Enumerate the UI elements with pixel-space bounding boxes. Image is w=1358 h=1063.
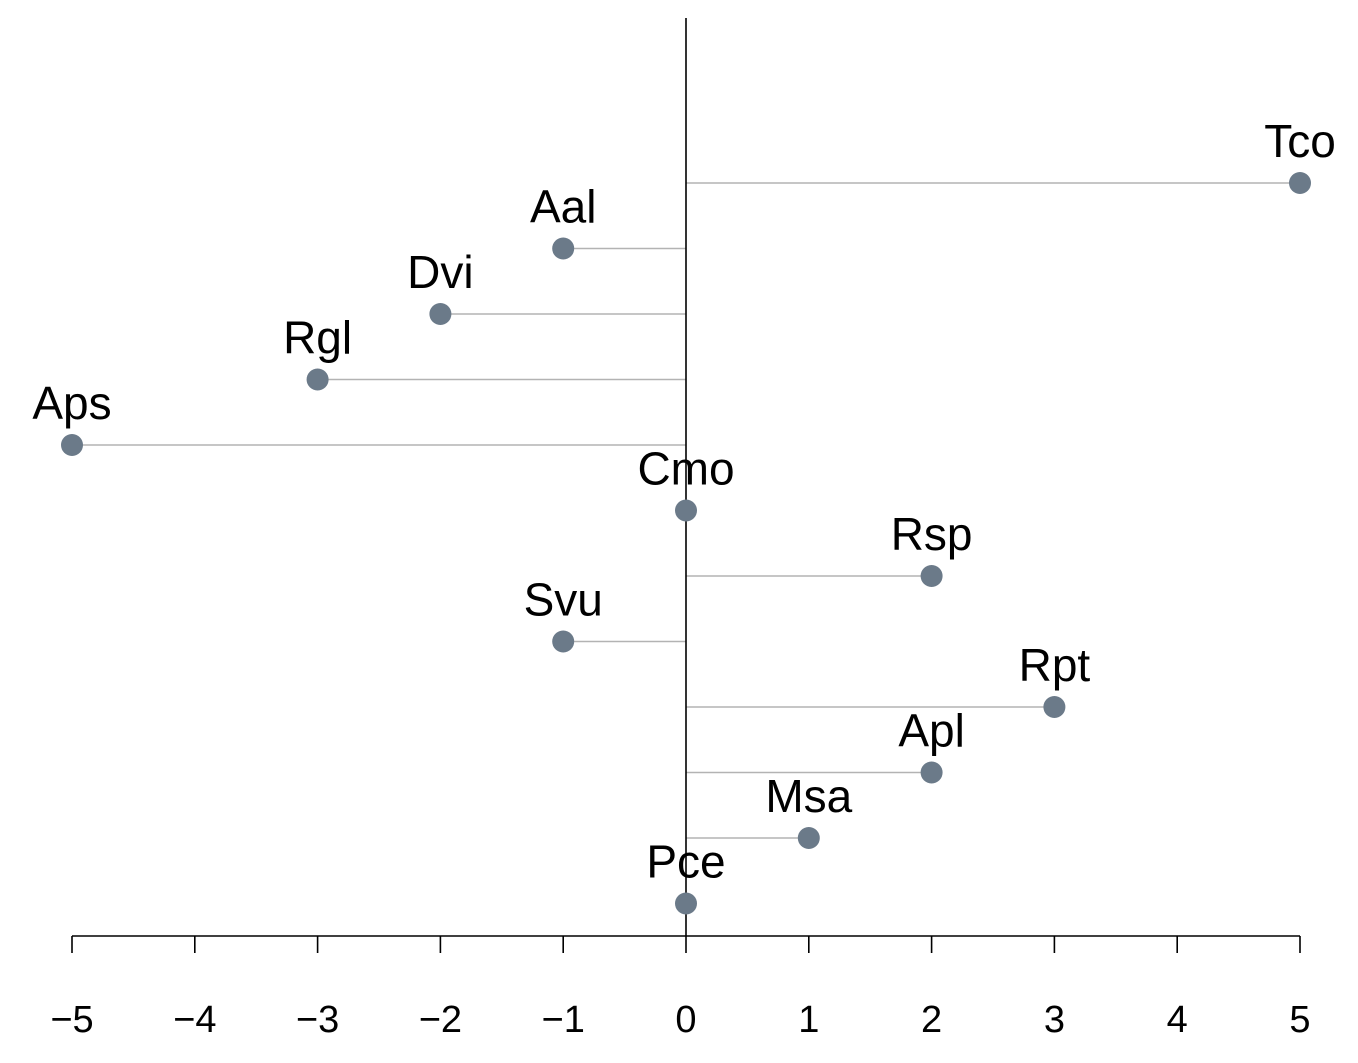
point-label-aal: Aal (530, 181, 596, 233)
x-tick-label: 1 (798, 999, 819, 1041)
x-tick-label: 3 (1044, 999, 1065, 1041)
point-apl (920, 761, 943, 784)
point-tco (1289, 172, 1311, 194)
x-tick-label: 5 (1289, 999, 1310, 1041)
point-rgl (306, 368, 329, 391)
connector-lines (72, 182, 1300, 839)
point-label-apl: Apl (898, 705, 964, 757)
x-tick-label: 2 (921, 999, 942, 1041)
point-label-svu: Svu (524, 574, 603, 626)
point-label-rsp: Rsp (891, 508, 973, 560)
point-aal (552, 237, 575, 260)
point-label-msa: Msa (765, 770, 852, 822)
point-dvi (429, 303, 452, 325)
point-msa (797, 827, 820, 849)
point-rsp (920, 565, 943, 587)
point-rpt (1043, 696, 1066, 718)
point-svu (552, 630, 575, 653)
point-label-cmo: Cmo (637, 443, 734, 495)
point-label-rpt: Rpt (1019, 639, 1091, 691)
x-axis-tick-labels: −5 −4 −3 −2 −1 0 1 2 3 4 5 (50, 999, 1310, 1041)
x-tick-label: −5 (50, 999, 93, 1041)
x-tick-label: −4 (173, 999, 216, 1041)
point-label-aps: Aps (32, 377, 111, 429)
x-tick-label: 4 (1167, 999, 1188, 1041)
point-label-tco: Tco (1264, 115, 1336, 167)
x-tick-label: −2 (419, 999, 462, 1041)
point-label-dvi: Dvi (407, 246, 473, 298)
point-aps (61, 434, 83, 456)
point-label-pce: Pce (646, 836, 725, 888)
x-tick-label: −3 (296, 999, 339, 1041)
data-points (61, 172, 1311, 915)
point-labels: Tco Aal Dvi Rgl Aps Cmo Rsp Svu Rpt Apl Msa Pce (32, 115, 1335, 888)
point-label-rgl: Rgl (283, 312, 352, 364)
x-tick-label: 0 (675, 999, 696, 1041)
point-pce (675, 892, 697, 915)
x-tick-label: −1 (542, 999, 585, 1041)
x-axis-ticks (71, 936, 1301, 953)
point-cmo (675, 499, 697, 522)
